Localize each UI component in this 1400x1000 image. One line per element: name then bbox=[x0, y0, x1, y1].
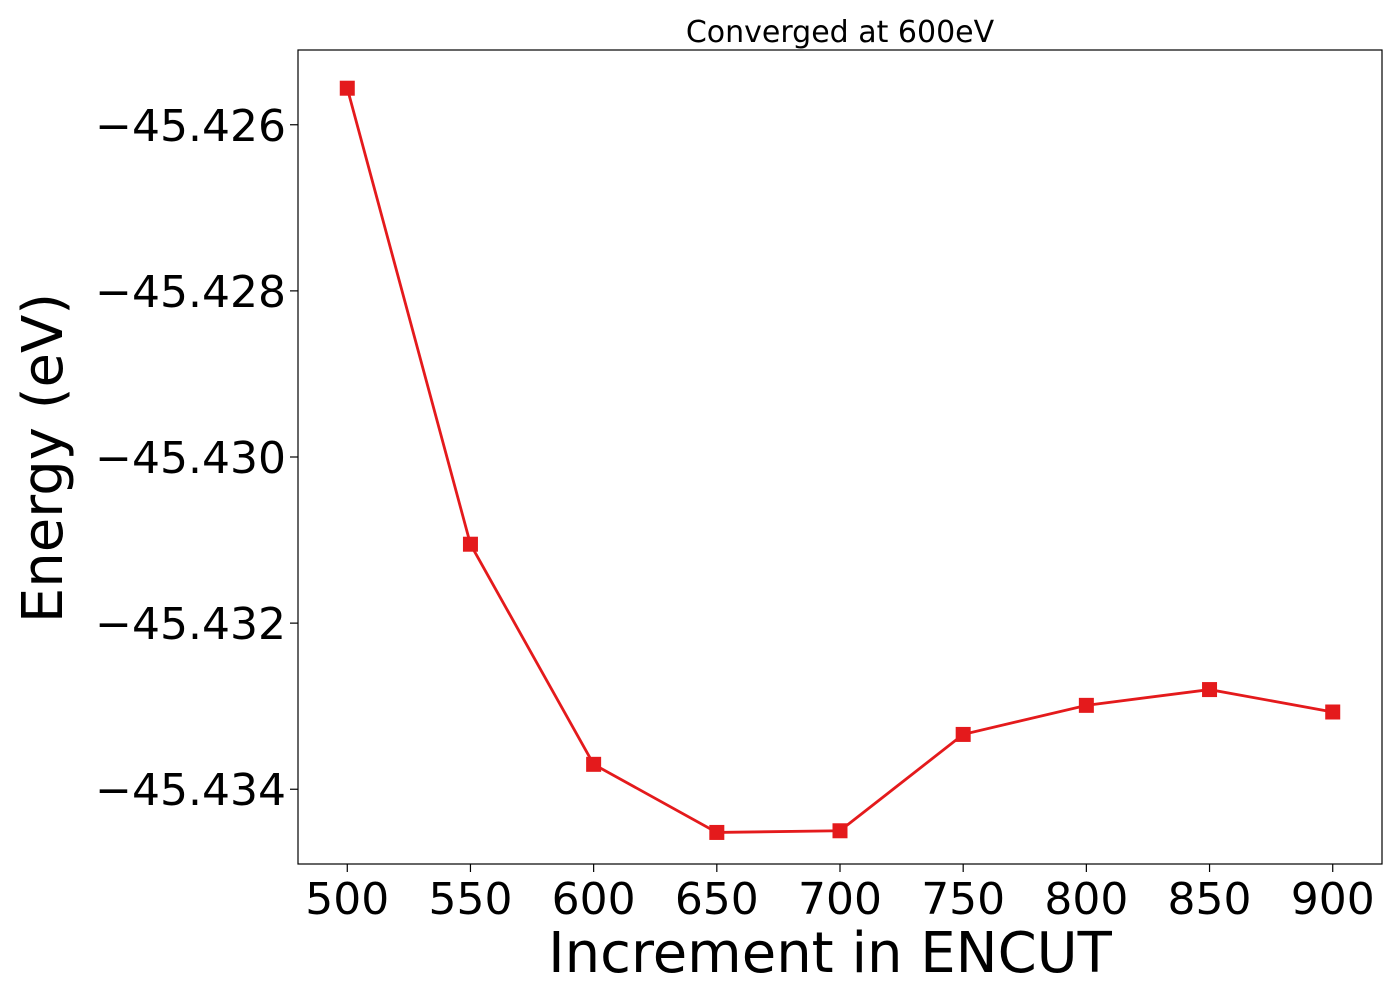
y-tick-label: −45.430 bbox=[95, 433, 286, 484]
data-point-marker bbox=[955, 726, 971, 742]
data-point-marker bbox=[1325, 704, 1341, 720]
data-point-marker bbox=[586, 756, 602, 772]
data-point-marker bbox=[709, 824, 725, 840]
x-axis: 500 550 600 650 700 750 800 850 900 bbox=[305, 864, 1375, 925]
y-tick-label: −45.432 bbox=[95, 599, 286, 650]
data-point-marker bbox=[1078, 697, 1094, 713]
x-tick-label: 650 bbox=[675, 874, 759, 925]
plot-frame bbox=[297, 49, 1383, 865]
chart-title: Converged at 600eV bbox=[686, 15, 995, 50]
data-point-marker bbox=[462, 536, 478, 552]
series-line bbox=[345, 87, 1333, 834]
x-tick-label: 700 bbox=[798, 874, 882, 925]
data-point-marker bbox=[1202, 682, 1218, 698]
x-tick-label: 850 bbox=[1168, 874, 1252, 925]
x-tick-label: 500 bbox=[305, 874, 389, 925]
data-point-marker bbox=[832, 823, 848, 839]
y-axis-label: Energy (eV) bbox=[11, 293, 76, 623]
y-tick-label: −45.434 bbox=[95, 765, 286, 816]
x-tick-label: 750 bbox=[921, 874, 1005, 925]
y-axis: −45.426 −45.428 −45.430 −45.432 −45.434 bbox=[95, 101, 298, 816]
x-tick-label: 550 bbox=[428, 874, 512, 925]
x-axis-label: Increment in ENCUT bbox=[548, 921, 1113, 986]
x-tick-label: 800 bbox=[1044, 874, 1128, 925]
series-group bbox=[339, 80, 1341, 840]
y-tick-label: −45.426 bbox=[95, 101, 286, 152]
x-tick-label: 900 bbox=[1291, 874, 1375, 925]
x-tick-label: 600 bbox=[552, 874, 636, 925]
data-point-marker bbox=[339, 80, 355, 96]
y-tick-label: −45.428 bbox=[95, 267, 286, 318]
